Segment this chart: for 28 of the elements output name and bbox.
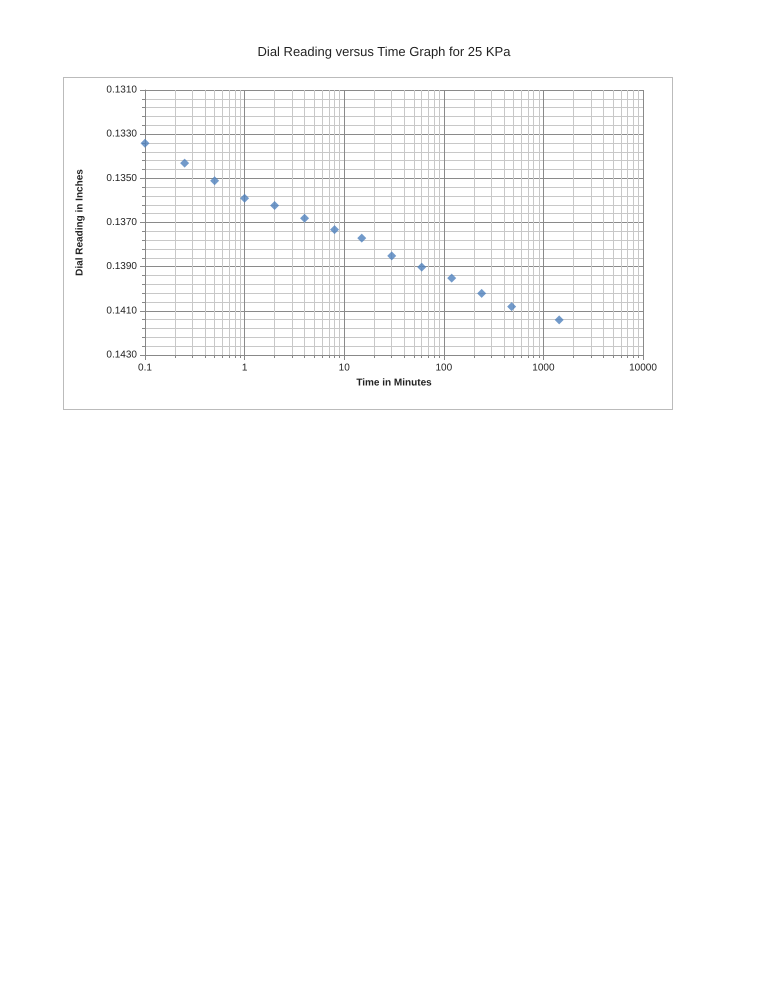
chart-title: Dial Reading versus Time Graph for 25 KPa — [258, 44, 512, 59]
x-tick-label: 100 — [435, 362, 453, 374]
x-axis-title: Time in Minutes — [356, 377, 432, 388]
point — [180, 158, 190, 168]
point — [300, 214, 310, 223]
x-tick-label: 1000 — [532, 362, 555, 374]
x-tick-label: 10 — [338, 362, 350, 374]
x-tick-label: 0.1 — [138, 362, 152, 374]
x-tick-label: 1 — [242, 362, 248, 374]
point — [270, 200, 280, 210]
y-tick-label: 0.1430 — [106, 350, 138, 360]
point — [357, 234, 366, 243]
y-tick-label: 0.1310 — [106, 84, 138, 96]
point — [477, 288, 486, 298]
y-tick-label: 0.1330 — [106, 128, 138, 140]
point — [447, 274, 456, 283]
point — [507, 302, 516, 312]
y-tick-label: 0.1410 — [106, 305, 138, 316]
point — [387, 251, 396, 260]
point — [210, 176, 220, 186]
point — [330, 225, 340, 234]
y-axis-title: Dial Reading in Inches — [74, 168, 86, 276]
point — [240, 194, 250, 203]
point — [417, 262, 426, 272]
y-tick-label: 0.1390 — [106, 261, 138, 272]
y-tick-label: 0.1370 — [106, 217, 138, 228]
y-tick-label: 0.1350 — [106, 172, 138, 184]
x-tick-label: 10000 — [629, 362, 658, 374]
